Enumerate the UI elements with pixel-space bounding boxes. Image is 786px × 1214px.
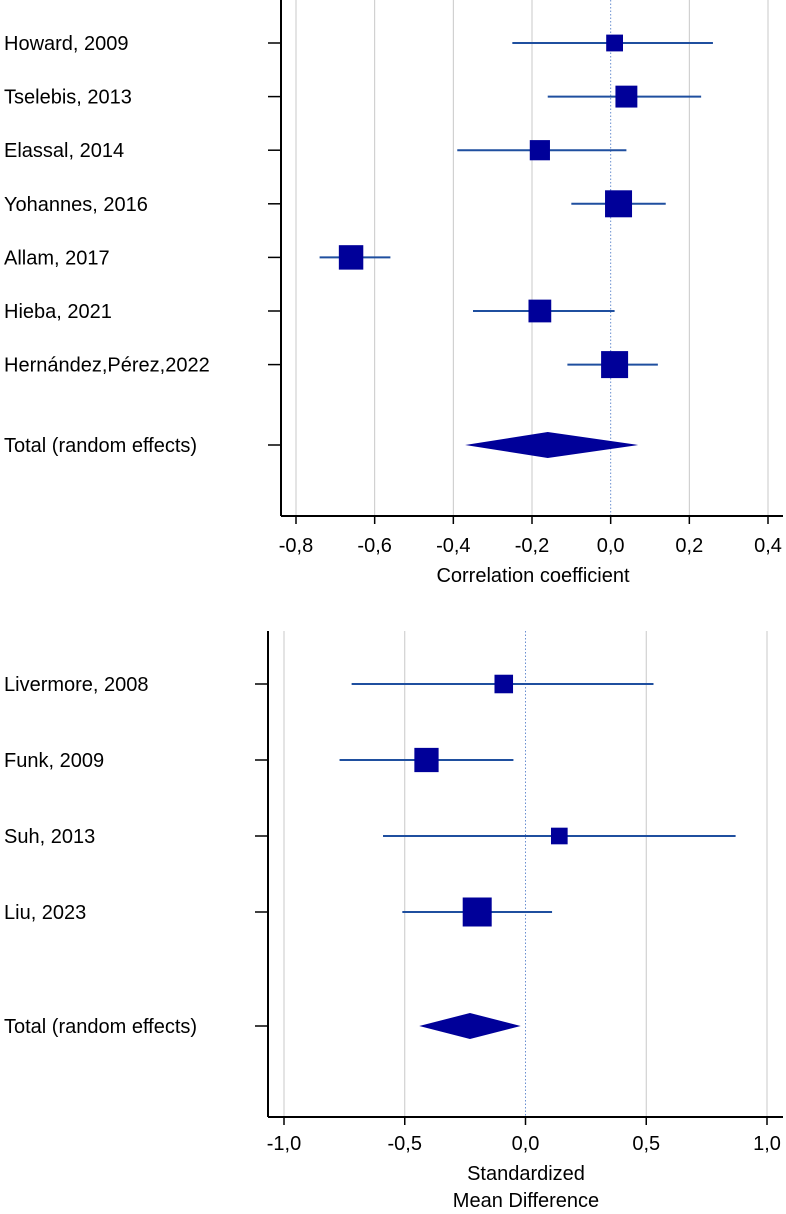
total-row: Total (random effects)	[4, 1013, 521, 1039]
study-label: Funk, 2009	[4, 750, 104, 772]
effect-size-marker	[606, 34, 623, 52]
effect-size-marker	[414, 747, 439, 773]
study-row: Suh, 2013	[4, 826, 736, 848]
effect-size-marker	[605, 190, 633, 218]
study-row: Howard, 2009	[4, 33, 713, 55]
effect-size-marker	[529, 140, 550, 161]
x-tick-label: 1,0	[753, 1133, 781, 1155]
study-label: Elassal, 2014	[4, 140, 124, 162]
study-row: Allam, 2017	[4, 245, 391, 270]
total-diamond	[419, 1013, 521, 1039]
study-label: Tselebis, 2013	[4, 87, 132, 109]
x-tick-label: 0,5	[632, 1133, 660, 1155]
effect-size-marker	[462, 897, 492, 927]
gridlines	[295, 0, 769, 516]
effect-size-marker	[338, 245, 364, 270]
x-tick-label: -0,4	[436, 535, 470, 557]
total-row: Total (random effects)	[4, 432, 639, 458]
study-row: Livermore, 2008	[4, 674, 654, 696]
gridlines	[283, 631, 768, 1117]
study-label: Allam, 2017	[4, 247, 110, 269]
study-row: Hernández,Pérez,2022	[4, 351, 658, 379]
total-label: Total (random effects)	[4, 1016, 197, 1038]
x-axis-title: Correlation coefficient	[436, 565, 630, 587]
study-row: Elassal, 2014	[4, 140, 627, 162]
study-row: Yohannes, 2016	[4, 190, 666, 218]
x-tick-label: -0,6	[357, 535, 391, 557]
effect-size-marker	[550, 827, 568, 845]
x-tick-label: -0,8	[279, 535, 313, 557]
study-label: Livermore, 2008	[4, 674, 149, 696]
x-axis-title-line-1: Standardized	[467, 1163, 585, 1185]
effect-size-marker	[528, 299, 552, 323]
x-tick-label: 0,4	[754, 535, 782, 557]
study-rows: Livermore, 2008 Funk, 2009 Suh, 2013 Liu, 2…	[4, 674, 736, 927]
study-label: Howard, 2009	[4, 33, 129, 55]
total-diamond	[465, 432, 639, 458]
x-tick-label: 0,0	[512, 1133, 540, 1155]
effect-size-marker	[494, 674, 514, 694]
x-tick-label: 0,0	[597, 535, 625, 557]
x-tick-label: -0,2	[515, 535, 549, 557]
forest-plot-correlation: -0,8 -0,6 -0,4 -0,2 0,0 0,2 0,4 Howard, 2009 Ts…	[4, 0, 783, 587]
study-label: Yohannes, 2016	[4, 194, 148, 216]
x-tick-label: -0,5	[388, 1133, 422, 1155]
study-row: Funk, 2009	[4, 747, 514, 773]
x-tick-label: -1,0	[267, 1133, 301, 1155]
forest-plot-smd: -1,0 -0,5 0,0 0,5 1,0 Livermore, 2008 Funk, 2…	[4, 631, 783, 1212]
x-axis-title-line-2: Mean Difference	[453, 1190, 599, 1212]
effect-size-marker	[601, 351, 629, 379]
effect-size-marker	[615, 85, 638, 108]
study-row: Hieba, 2021	[4, 299, 615, 323]
study-label: Liu, 2023	[4, 902, 86, 924]
study-rows: Howard, 2009 Tselebis, 2013 Elassal, 2014 Y…	[4, 33, 713, 379]
study-label: Hernández,Pérez,2022	[4, 355, 210, 377]
study-label: Suh, 2013	[4, 826, 95, 848]
x-axis-ticks: -0,8 -0,6 -0,4 -0,2 0,0 0,2 0,4	[279, 516, 782, 557]
study-label: Hieba, 2021	[4, 301, 112, 323]
study-row: Liu, 2023	[4, 897, 553, 927]
x-tick-label: 0,2	[675, 535, 703, 557]
study-row: Tselebis, 2013	[4, 85, 702, 109]
x-axis-ticks: -1,0 -0,5 0,0 0,5 1,0	[267, 1117, 781, 1155]
total-label: Total (random effects)	[4, 435, 197, 457]
